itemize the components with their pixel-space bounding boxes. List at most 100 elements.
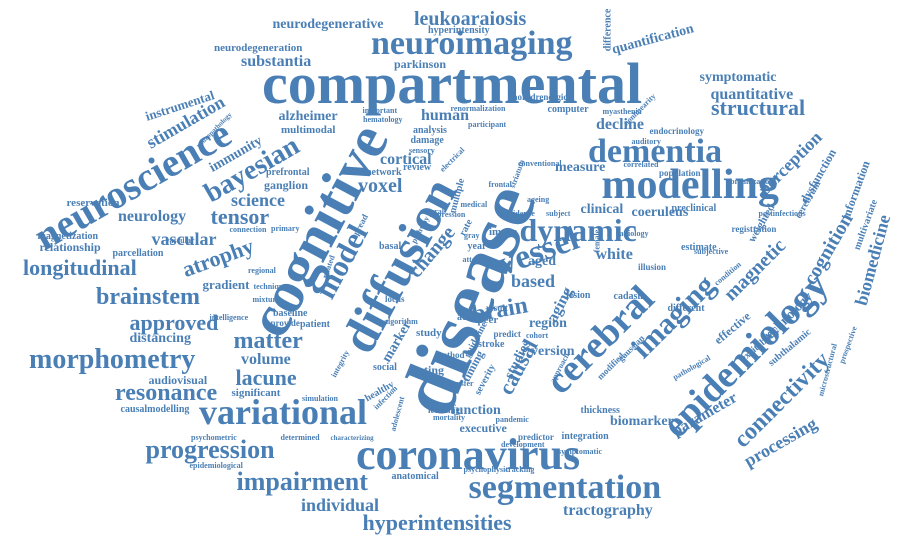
word-197: medical	[460, 200, 488, 209]
word-167: radiology	[616, 229, 649, 238]
word-81: multimodal	[281, 123, 336, 136]
word-110: illusion	[638, 261, 667, 272]
word-23: brainstem	[96, 284, 200, 310]
word-47: individual	[301, 495, 380, 515]
word-187: integrity	[328, 348, 351, 379]
word-48: vascular	[151, 229, 217, 249]
word-179: female	[591, 229, 601, 253]
word-156: myasthenia	[602, 107, 642, 116]
word-186: algorithm	[384, 317, 418, 326]
word-24: longitudinal	[23, 255, 137, 280]
word-60: volume	[241, 351, 291, 368]
word-88: distancing	[129, 331, 191, 346]
word-75: function	[451, 403, 501, 418]
word-143: regional	[248, 266, 276, 275]
word-175: connection	[229, 225, 267, 234]
word-21: impairment	[236, 467, 368, 496]
word-79: parkinson	[394, 57, 447, 71]
word-134: sensory	[409, 146, 435, 155]
word-67: version	[531, 344, 575, 359]
word-12: neuroimaging	[371, 25, 573, 62]
word-34: substantia	[241, 53, 312, 70]
word-159: electrical	[437, 145, 466, 174]
word-108: population	[659, 167, 701, 178]
word-129: prefrontal	[266, 167, 310, 178]
word-162: noradrenergic	[512, 91, 568, 102]
word-180: year	[467, 241, 487, 252]
word-117: cadasil	[613, 291, 643, 302]
word-33: neurodegenerative	[272, 17, 384, 32]
word-91: causalmodelling	[120, 404, 190, 415]
word-87: gradient	[202, 276, 250, 292]
word-136: locus	[385, 293, 405, 304]
word-164: participant	[468, 120, 507, 129]
word-42: symptomatic	[699, 70, 777, 85]
word-185: attention	[462, 255, 494, 264]
word-160: important	[362, 106, 398, 115]
word-14: dynamic	[519, 212, 637, 248]
word-54: white	[595, 246, 633, 263]
word-137: study	[416, 326, 442, 339]
word-5: dementia	[588, 133, 723, 170]
word-82: ganglion	[264, 178, 309, 192]
word-63: coeruleus	[631, 205, 689, 220]
word-163: renormalization	[450, 104, 506, 113]
word-135: basal	[379, 241, 402, 252]
word-55: science	[231, 190, 285, 210]
word-139: provide	[270, 317, 300, 328]
word-56: neurology	[118, 208, 187, 225]
word-85: magnetization	[37, 231, 99, 242]
word-78: neurodegeneration	[214, 41, 303, 54]
word-86: parcellation	[112, 248, 164, 259]
word-153: adult	[457, 312, 480, 323]
word-123: method	[435, 349, 465, 360]
word-199: subject	[546, 209, 571, 218]
word-121: difference	[601, 8, 613, 52]
word-152: pandemic	[495, 415, 529, 424]
word-106: computer	[547, 104, 589, 115]
word-97: integration	[561, 431, 609, 442]
word-178: vascular	[165, 236, 195, 245]
word-190: characterizing	[330, 433, 374, 442]
word-195: evidence	[505, 209, 535, 218]
word-36: tensor	[210, 204, 270, 229]
word-133: analysis	[413, 125, 447, 136]
word-16: morphometry	[29, 344, 196, 375]
word-132: damage	[410, 135, 444, 146]
word-118: predictor	[518, 431, 554, 442]
word-183: several	[420, 207, 444, 216]
word-4: modelling	[601, 162, 779, 208]
word-90: significant	[231, 386, 281, 399]
word-99: preclinical	[671, 203, 717, 214]
word-41: quantitative	[710, 86, 794, 103]
word-198: depression	[429, 210, 466, 219]
word-202: tracking	[505, 465, 535, 474]
word-124: cohort	[526, 331, 549, 340]
word-111: different	[667, 303, 705, 314]
word-127: peer	[477, 313, 499, 326]
word-29: lacune	[235, 365, 297, 390]
word-66: region	[529, 316, 567, 331]
word-126: result	[486, 302, 508, 313]
word-165: auditory	[631, 137, 661, 146]
word-27: matter	[233, 328, 303, 354]
word-49: human	[421, 107, 470, 124]
word-145: social	[373, 362, 397, 373]
word-8: segmentation	[468, 469, 662, 506]
word-39: cognition	[798, 209, 858, 289]
word-94: anatomical	[391, 471, 439, 482]
word-61: cortical	[380, 151, 432, 168]
word-140: baseline	[273, 308, 308, 319]
word-53: based	[511, 271, 556, 291]
word-138: patient	[300, 319, 330, 330]
word-147: learning	[428, 404, 461, 415]
word-200: ageing	[527, 195, 550, 204]
word-1: compartmental	[262, 51, 643, 116]
word-89: audiovisual	[148, 373, 208, 387]
word-7: coronavirus	[356, 430, 581, 479]
word-158: conventional	[518, 159, 562, 168]
word-43: quantification	[610, 21, 696, 58]
word-62: clinical	[580, 202, 624, 217]
word-26: approved	[129, 310, 219, 335]
